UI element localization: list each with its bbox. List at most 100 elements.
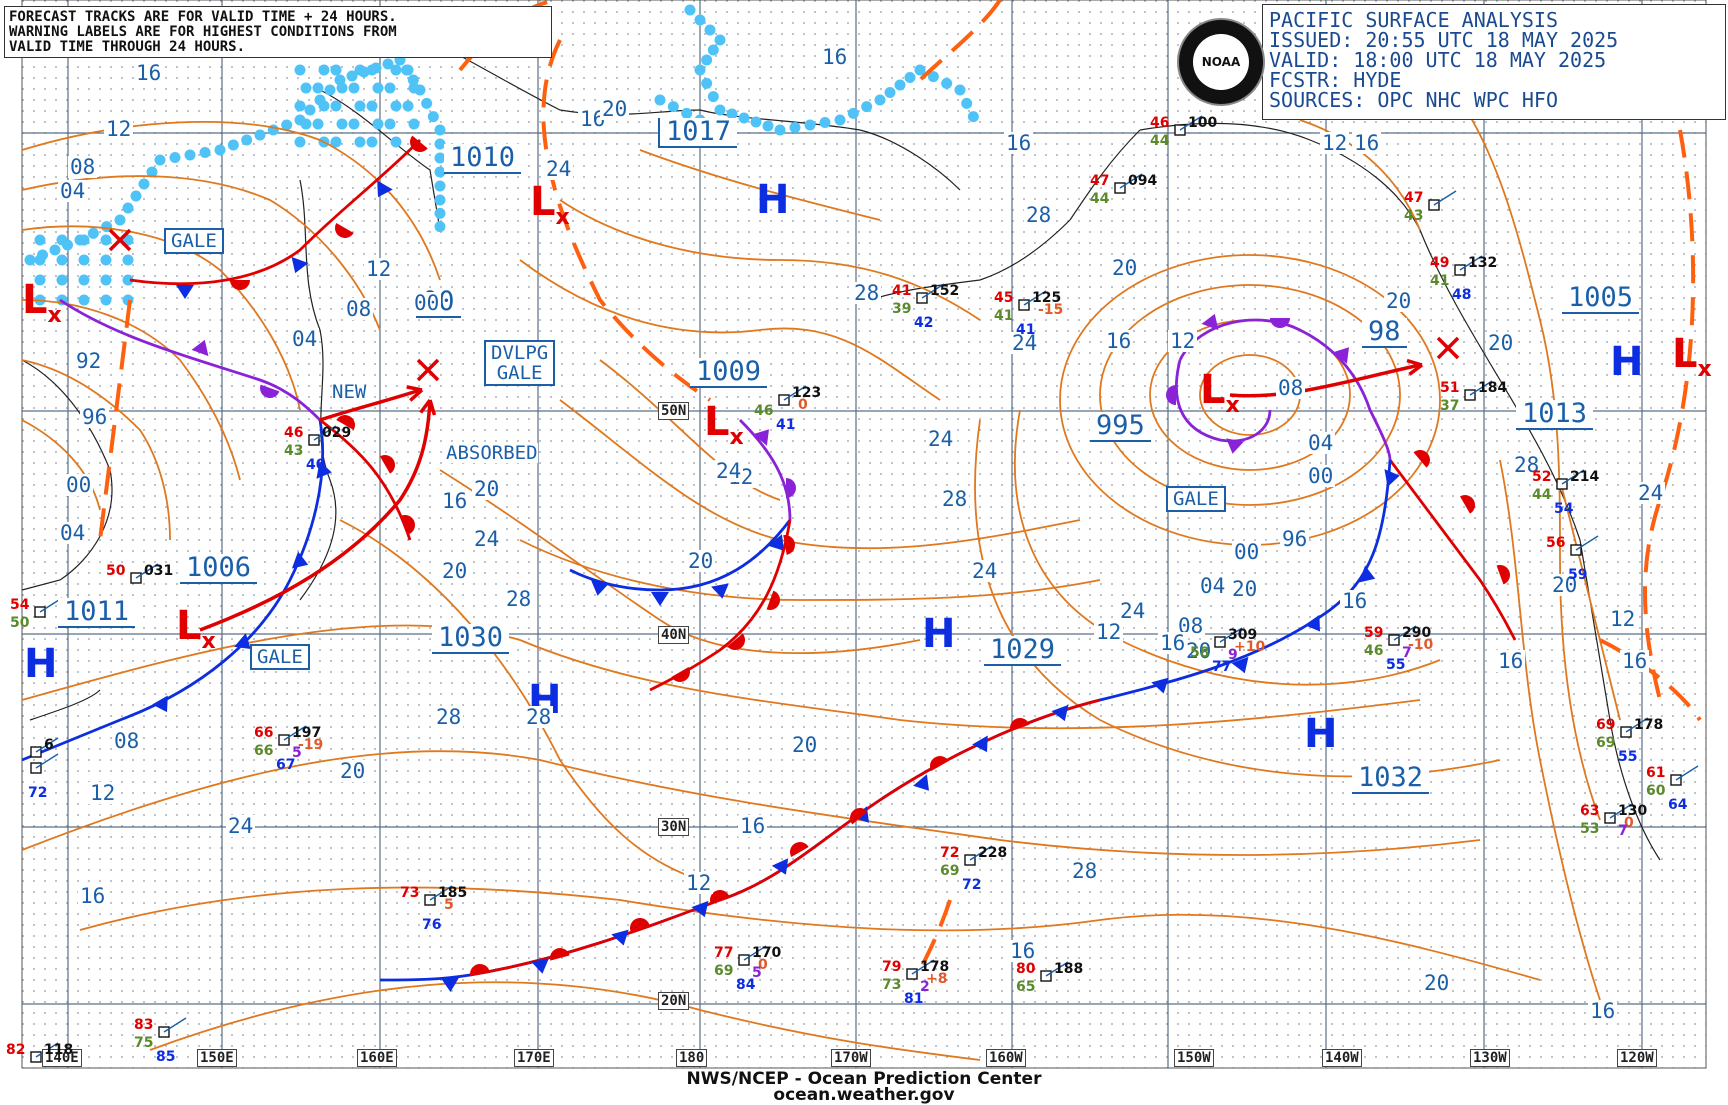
- header-title: PACIFIC SURFACE ANALYSIS: [1269, 8, 1558, 32]
- isobar-label: 24: [1636, 481, 1666, 505]
- ice-dot: [941, 77, 953, 89]
- ice-dot: [704, 24, 716, 36]
- cold-front-pip: [441, 977, 459, 992]
- isobar-label: 24: [970, 559, 1000, 583]
- isobar-label: 28: [434, 705, 464, 729]
- absorbed-label: ABSORBED: [446, 442, 538, 464]
- obs-v: 67: [276, 757, 296, 773]
- pip-shape: [1496, 565, 1510, 585]
- trough-line: [1643, 129, 1696, 701]
- ice-dot: [434, 124, 446, 136]
- isobar-label: 20: [790, 733, 820, 757]
- dvlpg-gale-label: GALE: [496, 362, 543, 384]
- obs-s: 188: [1054, 961, 1084, 977]
- ice-dot: [122, 202, 134, 214]
- isobar-label: 12: [684, 871, 714, 895]
- obs-p: 0: [758, 957, 768, 973]
- isobar-label: 00: [1306, 464, 1336, 488]
- pip-shape: [711, 583, 729, 599]
- obs-v: 84: [736, 977, 756, 993]
- occluded-front: [59, 298, 321, 421]
- pip-shape: [710, 890, 730, 905]
- isobar: [559, 199, 981, 321]
- isobar-label: 16: [134, 61, 164, 85]
- warm-front: [319, 418, 412, 541]
- ice-dot: [330, 64, 342, 76]
- obs-w: 9: [1228, 647, 1238, 663]
- pip-shape: [380, 455, 395, 474]
- ice-dot: [348, 82, 360, 94]
- ice-dot: [146, 166, 158, 178]
- coastline: [869, 219, 1071, 301]
- cold-front-pip: [291, 256, 309, 274]
- ice-dot: [354, 64, 366, 76]
- obs-p: 0: [798, 397, 808, 413]
- ice-dot: [789, 122, 801, 133]
- isobar: [1459, 99, 1601, 821]
- pip-shape: [651, 592, 669, 606]
- obs-p: -15: [1038, 302, 1064, 318]
- warm-front-pip: [710, 890, 730, 905]
- ice-dot: [382, 58, 394, 70]
- obs-d: 37: [1440, 398, 1460, 414]
- lon-label-150e: 150E: [197, 1049, 237, 1067]
- low-symbol: Lx: [1200, 367, 1240, 418]
- low-symbol: Lx: [704, 399, 744, 450]
- isobar-label: 20: [600, 97, 630, 121]
- isobar-label: 16: [1588, 999, 1618, 1023]
- isobar: [149, 981, 981, 1061]
- pip-shape: [441, 977, 459, 992]
- header-issued: ISSUED: 20:55 UTC 18 MAY 2025: [1269, 28, 1619, 52]
- warm-front-pip: [850, 808, 868, 825]
- obs-d: 66: [254, 743, 274, 759]
- forecast-note-box: FORECAST TRACKS ARE FOR VALID TIME + 24 …: [4, 6, 552, 58]
- ice-dot: [804, 119, 816, 131]
- obs-v: 77: [1212, 659, 1232, 675]
- footer-agency: NWS/NCEP - Ocean Prediction Center: [686, 1069, 1042, 1089]
- warm-front-pip: [1166, 385, 1176, 405]
- obs-s: 118: [44, 1042, 74, 1058]
- low-symbol: Lx: [1672, 331, 1712, 382]
- x-strokes: [1436, 336, 1460, 360]
- noaa-logo-text: NOAA: [1193, 34, 1249, 90]
- isobar-label: 20: [1422, 971, 1452, 995]
- obs-d: 75: [134, 1035, 154, 1051]
- footer-url[interactable]: ocean.weather.gov: [773, 1085, 955, 1105]
- isobar: [21, 359, 171, 541]
- forecast-position-x: [1436, 336, 1460, 360]
- isobar-label: 20: [338, 759, 368, 783]
- pip-shape: [1460, 495, 1475, 514]
- pip-shape: [1384, 469, 1400, 487]
- isobar-label: 16: [1008, 939, 1038, 963]
- isobar-label: 16: [578, 107, 608, 131]
- isobar: [639, 149, 881, 221]
- isobar-label: 16: [1004, 131, 1034, 155]
- warm-front: [129, 139, 421, 286]
- obs-d: 41: [994, 308, 1014, 324]
- isobar-label: 20: [1384, 289, 1414, 313]
- pip-shape: [260, 384, 280, 398]
- isobar: [21, 225, 301, 411]
- ice-dot: [114, 214, 126, 226]
- pip-shape: [291, 256, 309, 274]
- isobar-label: 04: [58, 521, 88, 545]
- obs-t: 72: [940, 845, 960, 861]
- pip-shape: [230, 280, 250, 290]
- ice-dot: [714, 104, 726, 116]
- isobar-label: 24: [926, 427, 956, 451]
- pip-shape: [152, 695, 168, 713]
- cold-front-pip: [753, 429, 769, 446]
- obs-t: 46: [1150, 115, 1170, 131]
- note-line-2: WARNING LABELS ARE FOR HIGHEST CONDITION…: [9, 24, 397, 40]
- warm-front-pip: [1460, 495, 1475, 514]
- ice-dot: [346, 70, 358, 82]
- isobar-label: 16: [1620, 649, 1650, 673]
- isobar-label: 08: [112, 729, 142, 753]
- ice-dot: [122, 234, 134, 246]
- ice-dot: [78, 274, 90, 286]
- wind-barb: [35, 753, 59, 769]
- warm-front-pip: [1413, 450, 1430, 468]
- ice-dot: [874, 94, 886, 106]
- obs-d: 39: [892, 301, 912, 317]
